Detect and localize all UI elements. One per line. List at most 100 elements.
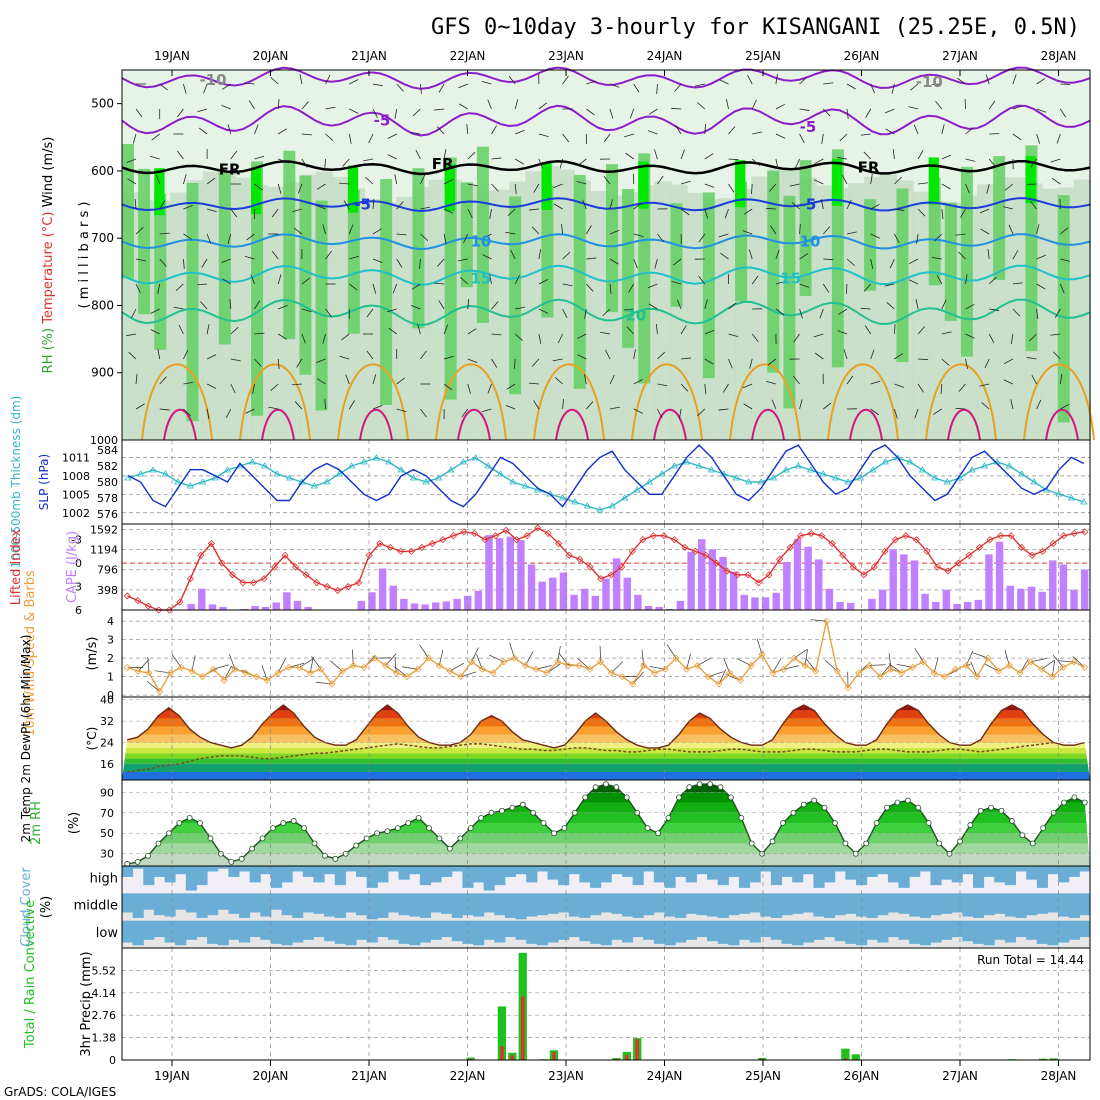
wind-barb — [794, 648, 808, 659]
cloud-high-bar — [579, 866, 591, 883]
li-line-point — [313, 579, 321, 587]
wind-barb — [697, 657, 712, 666]
cloud-middle-bar — [409, 893, 421, 917]
contour-5 — [121, 197, 1091, 213]
li-line-point — [207, 539, 216, 548]
rh-band — [589, 191, 607, 440]
li-line-point — [186, 575, 194, 583]
wind-barb — [301, 277, 311, 285]
wind-speed-line-point — [317, 665, 325, 673]
cloud-high-bar — [834, 866, 846, 872]
date-label-top: 21JAN — [351, 49, 387, 63]
wind-barb — [538, 158, 544, 169]
temp-band — [122, 726, 1090, 735]
wind-barb — [884, 283, 895, 287]
wind-barb — [799, 108, 810, 111]
thickness-line-point — [856, 474, 865, 481]
rh-line-point — [384, 828, 391, 835]
thickness-line-point — [323, 478, 331, 485]
ytick-label-right: 1194 — [90, 544, 118, 557]
wind-barb — [1050, 333, 1061, 336]
cloud-high-bar — [824, 866, 836, 883]
wind-barb — [718, 233, 729, 238]
rh-band-moist — [993, 156, 1006, 280]
li-line-point — [334, 586, 342, 595]
wind-barb — [657, 175, 664, 185]
rh-band — [1009, 177, 1027, 440]
wind-barb — [894, 176, 902, 185]
ytick-label-right: 1011 — [62, 451, 90, 464]
wind-barb — [396, 258, 403, 268]
rh-band — [1041, 188, 1059, 440]
wind-barb — [206, 383, 217, 389]
cape-bar — [602, 578, 610, 610]
rh-line-point — [134, 859, 141, 865]
contour-label: 15 — [470, 270, 491, 288]
contour-30 — [163, 408, 197, 441]
cloud-middle-bar — [122, 893, 134, 913]
cloud-high-bar — [600, 866, 612, 883]
cloud-high-bar — [898, 866, 910, 888]
wind-barb — [1036, 283, 1046, 290]
ytick-label: 4.14 — [92, 987, 117, 1000]
wind-barb — [330, 660, 343, 672]
wind-speed-line-point — [554, 658, 562, 666]
cloud-middle-bar — [239, 893, 251, 918]
wind-barb — [339, 355, 350, 360]
cloud-high-bar — [324, 866, 336, 875]
cape-bar — [1070, 589, 1078, 610]
wind-barb — [931, 257, 942, 260]
wind-barb — [723, 383, 729, 393]
wind-barb — [175, 283, 184, 291]
wind-barb — [988, 276, 997, 285]
wind-barb — [814, 179, 824, 185]
cloud-high-bar — [398, 866, 410, 880]
cape-bar — [527, 564, 536, 610]
rh-band-moist — [944, 202, 957, 321]
upper-axis-title: RH (%) Temperature (°C) Wind (m/s) — [41, 137, 56, 374]
cloud-middle-bar — [717, 893, 729, 918]
cloud-middle-bar — [1036, 893, 1048, 914]
cape-bar — [889, 549, 897, 610]
cloud-high-bar — [813, 866, 825, 888]
cloud-middle-bar — [196, 893, 208, 918]
li-line-point — [397, 547, 405, 555]
wind-barb — [127, 178, 137, 185]
li-line-point — [797, 532, 805, 540]
slp-axis-title-left: 1000-500mb Thickness (dm) — [9, 396, 23, 569]
li-line-point — [649, 532, 657, 540]
li-line-point — [681, 543, 689, 552]
wind-barb — [743, 403, 753, 410]
wind-barb — [443, 355, 454, 360]
cloud-high-bar — [345, 866, 357, 872]
temp-band — [122, 734, 1090, 743]
wind-barb — [558, 652, 569, 666]
wind-barb — [157, 349, 161, 360]
wind-barb — [155, 174, 161, 185]
rh-line-point — [894, 799, 901, 806]
rh-band — [234, 177, 253, 441]
wind-barb — [434, 282, 445, 285]
cloud-middle-bar — [217, 893, 229, 910]
temp-axis-title-right: (°C) — [85, 727, 99, 751]
cloud-middle-bar — [898, 893, 910, 914]
wind-barb — [846, 231, 857, 235]
wind-barb — [751, 183, 753, 195]
wind-barb — [278, 158, 288, 163]
cloud-low-bar — [590, 920, 602, 944]
contour-label: FR — [219, 161, 241, 179]
slp-panel: 576 578 580 582 584 1002 1005 1008 1011 1000-500m… — [9, 396, 1090, 569]
cape-bar — [485, 535, 493, 610]
rh-line-point — [467, 825, 474, 832]
wind-barb — [177, 108, 184, 118]
thickness-line-point — [186, 482, 194, 489]
cape-bar — [932, 601, 940, 610]
panels: 19JAN 19JAN 20JAN 20JAN 21JAN 21JAN 22JAN 22JAN… — [9, 49, 1095, 1083]
rh-line-point — [426, 825, 432, 832]
wind-barb — [577, 658, 591, 670]
wind-barb — [128, 351, 137, 360]
cloud-middle-bar — [377, 893, 389, 918]
li-line-point — [923, 547, 931, 555]
thickness-line-point — [409, 474, 418, 481]
rh-band — [557, 169, 575, 441]
